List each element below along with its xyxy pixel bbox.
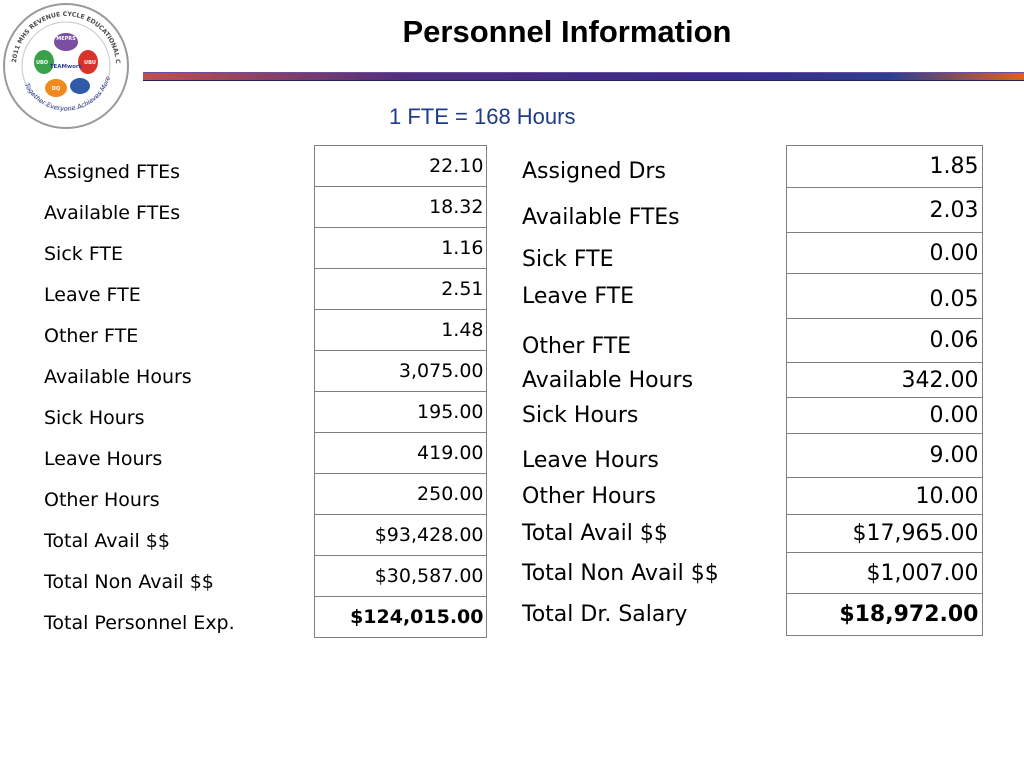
table-row: Other FTE 0.06 — [514, 318, 983, 363]
table-row: Leave FTE 0.05 — [514, 273, 983, 319]
table-row: Available FTEs 2.03 — [514, 187, 983, 233]
table-row: Total Non Avail $$ $1,007.00 — [514, 552, 983, 594]
row-label: Sick Hours — [44, 407, 145, 429]
row-value: 1.85 — [785, 145, 983, 188]
row-value: 342.00 — [785, 362, 983, 398]
table-row: Other Hours 250.00 — [36, 473, 487, 515]
row-value: 2.51 — [313, 268, 487, 310]
row-value: 1.48 — [313, 309, 487, 351]
row-label: Sick FTE — [44, 243, 124, 265]
header-divider — [143, 72, 1024, 81]
conference-logo: 2011 MHS REVENUE CYCLE EDUCATIONAL CONFE… — [0, 0, 132, 132]
row-label: Total Non Avail $$ — [44, 571, 214, 593]
table-row: Available Hours 3,075.00 — [36, 350, 487, 392]
table-row: Total Personnel Exp. $124,015.00 — [36, 596, 487, 638]
row-label: Other Hours — [44, 489, 160, 511]
row-label: Available FTEs — [44, 202, 181, 224]
table-row: Total Dr. Salary $18,972.00 — [514, 593, 983, 636]
total-personnel-exp-value: $124,015.00 — [313, 596, 487, 638]
table-row: Sick Hours 0.00 — [514, 397, 983, 434]
row-label: Assigned Drs — [522, 159, 666, 184]
row-value: 22.10 — [313, 145, 487, 187]
fte-definition: 1 FTE = 168 Hours — [389, 104, 576, 129]
table-row: Sick FTE 1.16 — [36, 227, 487, 269]
row-value: 10.00 — [785, 477, 983, 515]
row-label: Total Personnel Exp. — [44, 612, 235, 634]
table-row: Other FTE 1.48 — [36, 309, 487, 351]
row-label: Available Hours — [522, 367, 694, 393]
logo-center-text: TEAMwork — [50, 64, 83, 70]
row-label: Available FTEs — [522, 204, 680, 230]
row-label: Total Non Avail $$ — [522, 560, 719, 586]
table-row: Leave Hours 9.00 — [514, 433, 983, 478]
row-label: Leave Hours — [44, 448, 163, 470]
table-row: Assigned FTEs 22.10 — [36, 145, 487, 187]
table-row: Assigned Drs 1.85 — [514, 145, 983, 188]
row-value: $17,965.00 — [785, 514, 983, 553]
row-value: $30,587.00 — [313, 555, 487, 597]
table-row: Other Hours 10.00 — [514, 477, 983, 515]
row-label: Total Dr. Salary — [522, 602, 688, 627]
row-label: Sick FTE — [522, 246, 614, 272]
logo-badge-dq: DQ — [52, 86, 60, 92]
doctor-table: Assigned Drs 1.85 Available FTEs 2.03 Si… — [514, 145, 983, 636]
table-row: Available FTEs 18.32 — [36, 186, 487, 228]
table-row: Total Avail $$ $93,428.00 — [36, 514, 487, 556]
row-value: 250.00 — [313, 473, 487, 515]
row-value: 18.32 — [313, 186, 487, 228]
row-label: Leave FTE — [44, 284, 141, 306]
table-row: Total Non Avail $$ $30,587.00 — [36, 555, 487, 597]
row-value: 195.00 — [313, 391, 487, 433]
row-value: $1,007.00 — [785, 552, 983, 594]
row-label: Assigned FTEs — [44, 161, 181, 183]
row-label: Other FTE — [522, 334, 632, 359]
row-label: Available Hours — [44, 366, 192, 388]
row-label: Leave Hours — [522, 448, 659, 473]
row-label: Total Avail $$ — [44, 530, 170, 552]
total-dr-salary-value: $18,972.00 — [785, 593, 983, 636]
logo-badge-ubo: UBO — [36, 60, 48, 66]
row-label: Sick Hours — [522, 403, 639, 428]
logo-badge-ubu: UBU — [84, 60, 96, 66]
table-row: Total Avail $$ $17,965.00 — [514, 514, 983, 553]
table-row: Leave Hours 419.00 — [36, 432, 487, 474]
row-value: $93,428.00 — [313, 514, 487, 556]
row-value: 2.03 — [785, 187, 983, 233]
personnel-table: Assigned FTEs 22.10 Available FTEs 18.32… — [36, 145, 487, 638]
row-label: Other Hours — [522, 483, 656, 509]
row-value: 3,075.00 — [313, 350, 487, 392]
table-row: Leave FTE 2.51 — [36, 268, 487, 310]
row-value: 1.16 — [313, 227, 487, 269]
table-row: Sick FTE 0.00 — [514, 232, 983, 274]
row-value: 0.00 — [785, 397, 983, 434]
row-label: Leave FTE — [522, 283, 635, 309]
row-label: Total Avail $$ — [522, 521, 668, 546]
row-value: 0.05 — [785, 273, 983, 319]
table-row: Available Hours 342.00 — [514, 362, 983, 398]
page-title: Personnel Information — [402, 14, 732, 49]
row-value: 0.00 — [785, 232, 983, 274]
logo-badge-meprs: MEPRS — [56, 36, 76, 42]
row-value: 9.00 — [785, 433, 983, 478]
table-row: Sick Hours 195.00 — [36, 391, 487, 433]
row-value: 419.00 — [313, 432, 487, 474]
row-label: Other FTE — [44, 325, 139, 347]
row-value: 0.06 — [785, 318, 983, 363]
